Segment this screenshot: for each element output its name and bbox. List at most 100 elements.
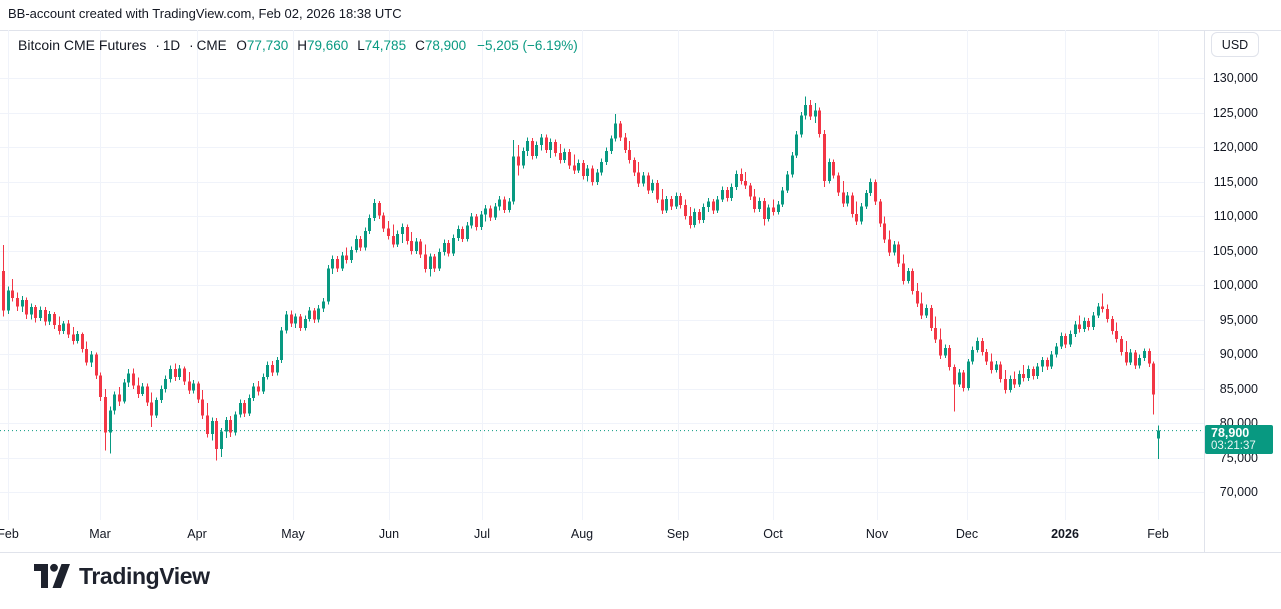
price-scale[interactable]: USD 130,000 125,000 120,000 115,000 110,000 1…	[1204, 30, 1281, 552]
price-tick-label: 95,000	[1219, 312, 1258, 327]
candle	[276, 356, 279, 376]
chart-top-border	[0, 30, 1281, 31]
candle	[331, 255, 334, 274]
candle	[146, 383, 149, 406]
candle	[1036, 362, 1039, 379]
candles-layer	[2, 96, 1160, 461]
candle	[1152, 361, 1155, 415]
candle	[58, 316, 61, 335]
candle	[990, 353, 993, 374]
candle	[814, 102, 817, 123]
candle	[953, 364, 956, 412]
chart-bottom-border	[0, 552, 1281, 553]
candle	[1087, 318, 1090, 331]
candle	[1125, 340, 1128, 366]
candle	[712, 198, 715, 214]
candle	[387, 220, 390, 240]
candle	[285, 311, 288, 334]
candle	[976, 337, 979, 353]
candle	[1046, 357, 1049, 370]
candle	[1050, 351, 1053, 370]
candle	[865, 189, 868, 210]
candle	[1115, 322, 1118, 343]
vertical-gridlines	[8, 30, 1159, 520]
month-label: 2026	[1051, 527, 1079, 541]
candle	[1032, 366, 1035, 380]
candle	[651, 179, 654, 194]
candle	[971, 346, 974, 365]
candle	[596, 169, 599, 185]
candle	[763, 198, 766, 226]
candle	[823, 129, 826, 188]
candle	[345, 247, 348, 264]
candle	[197, 381, 200, 403]
candle	[721, 186, 724, 203]
candle	[781, 187, 784, 208]
candle	[11, 278, 14, 302]
candle	[271, 360, 274, 377]
candle	[670, 195, 673, 210]
candle	[392, 224, 395, 248]
candle	[1022, 365, 1025, 382]
candle	[1069, 330, 1072, 348]
price-tick-label: 100,000	[1212, 278, 1258, 292]
candle	[1078, 315, 1081, 333]
month-label: Jul	[474, 527, 490, 541]
time-scale[interactable]: Feb Mar Apr May Jun Jul Aug Sep Oct Nov Dec 2026 Feb	[0, 520, 1204, 552]
candle	[2, 244, 5, 317]
candle	[1138, 354, 1141, 369]
candle	[1041, 356, 1044, 372]
candle	[341, 251, 344, 272]
candle	[452, 234, 455, 257]
candle	[290, 310, 293, 328]
candle	[299, 313, 302, 332]
month-label: Dec	[955, 527, 979, 541]
candle	[818, 107, 821, 138]
candle	[447, 240, 450, 257]
candle	[378, 200, 381, 219]
candle	[498, 195, 501, 211]
candle	[883, 216, 886, 243]
candle	[466, 222, 469, 242]
footer: TradingView	[0, 553, 1281, 609]
candle	[675, 192, 678, 210]
candle	[48, 311, 51, 326]
candle	[582, 160, 585, 180]
candle	[127, 369, 130, 388]
month-label: Oct	[763, 527, 783, 541]
candle	[1111, 316, 1114, 335]
candle	[220, 427, 223, 457]
currency-unit-button[interactable]: USD	[1211, 32, 1259, 57]
month-label: Feb	[0, 527, 19, 541]
candle	[517, 144, 520, 176]
candle	[239, 399, 242, 418]
candle	[855, 201, 858, 225]
candle	[791, 151, 794, 178]
candle	[535, 141, 538, 159]
candle	[113, 391, 116, 415]
candle	[879, 198, 882, 228]
candle	[1097, 302, 1100, 319]
candle	[1092, 311, 1095, 330]
candle	[150, 392, 153, 428]
candle	[30, 303, 33, 320]
candle	[730, 183, 733, 201]
candle	[364, 227, 367, 251]
candle	[44, 307, 47, 326]
candle	[911, 268, 914, 295]
candle	[665, 195, 668, 214]
candle	[939, 328, 942, 359]
candle	[958, 369, 961, 388]
candle	[169, 365, 172, 383]
candle	[109, 406, 112, 454]
open-label: O	[236, 38, 247, 53]
tradingview-logo-icon	[34, 563, 70, 588]
tradingview-logo[interactable]: TradingView	[33, 562, 210, 591]
candle	[118, 387, 121, 406]
candle	[183, 366, 186, 386]
candle	[999, 361, 1002, 383]
candle	[443, 239, 446, 256]
candle	[586, 164, 589, 182]
candle	[795, 131, 798, 159]
